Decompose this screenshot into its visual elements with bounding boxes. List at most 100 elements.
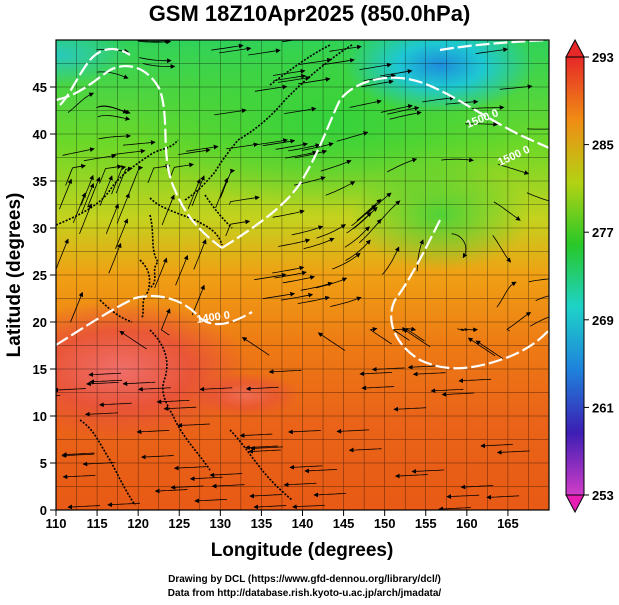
streamline (214, 108, 247, 116)
streamline (359, 371, 393, 377)
streamline (62, 474, 96, 480)
streamline (528, 278, 549, 283)
colorbar-gradient (565, 56, 585, 496)
x-tick-label: 165 (497, 516, 519, 531)
streamline (137, 40, 170, 44)
streamline (65, 164, 86, 186)
streamline (249, 493, 283, 499)
colorbar-bottom-triangle (565, 494, 585, 514)
streamline (320, 159, 352, 172)
streamline (56, 238, 69, 270)
streamline (289, 464, 323, 470)
streamline (81, 182, 95, 214)
y-tick-label: 10 (33, 409, 47, 424)
streamline (529, 316, 549, 327)
streamline (280, 292, 314, 301)
streamline (96, 105, 128, 114)
streamline (330, 296, 362, 307)
streamline (160, 308, 171, 336)
contour-label-3: 1400 0 (196, 309, 231, 326)
streamline (88, 372, 122, 377)
streamline (107, 502, 141, 508)
streamline (380, 104, 413, 113)
streamline (465, 121, 499, 127)
streamline (105, 203, 119, 235)
streamline (458, 378, 492, 384)
streamline (211, 483, 245, 489)
y-tick-label: 0 (40, 503, 47, 518)
streamline (67, 504, 101, 510)
streamline (72, 192, 86, 223)
streamline (336, 428, 370, 434)
streamline (229, 195, 260, 205)
streamline (387, 157, 418, 173)
streamline (254, 84, 288, 92)
streamline (140, 454, 174, 460)
streamline (497, 163, 530, 175)
streamline (441, 391, 475, 397)
streamline (136, 429, 170, 435)
streamline (97, 115, 131, 121)
streamline (349, 99, 382, 108)
streamline (99, 402, 132, 408)
streamline (123, 140, 156, 146)
streamline (361, 79, 394, 88)
longitude-ticks: 110 115 120 125 130 135 140 145 150 155 160 165 (46, 510, 519, 531)
streamline (122, 381, 156, 386)
streamline (471, 105, 505, 110)
streamline (87, 176, 101, 208)
streamline (348, 447, 382, 453)
streamline (96, 71, 129, 79)
streamline (138, 40, 172, 45)
y-tick-label: 35 (33, 174, 47, 189)
streamline (191, 284, 205, 316)
streamline (189, 476, 223, 482)
y-tick-label: 25 (33, 268, 47, 283)
streamline (62, 147, 95, 156)
streamline (282, 40, 297, 43)
x-tick-label: 155 (415, 516, 437, 531)
streamline (170, 484, 204, 490)
streamline (177, 422, 211, 428)
streamline (147, 163, 171, 184)
streamline (84, 411, 118, 417)
streamline (89, 379, 123, 385)
streamline (285, 150, 318, 159)
streamline (239, 433, 273, 438)
streamline (292, 504, 325, 510)
y-tick-label: 30 (33, 221, 47, 236)
streamline (215, 177, 229, 209)
streamline (112, 148, 146, 156)
y-tick-label: 40 (33, 127, 47, 142)
colorbar-top-triangle (565, 38, 585, 58)
x-tick-label: 160 (456, 516, 478, 531)
x-tick-label: 140 (292, 516, 314, 531)
streamline (178, 148, 211, 155)
streamline (446, 494, 480, 499)
streamline (199, 386, 233, 392)
streamline (272, 209, 305, 218)
streamline (486, 494, 520, 500)
streamline (98, 133, 132, 140)
streamline (274, 270, 307, 279)
y-tick-label: 20 (33, 315, 47, 330)
streamline (304, 468, 338, 474)
streamline (407, 364, 441, 370)
streamline (422, 95, 455, 103)
streamline (492, 235, 512, 263)
streamline (175, 254, 189, 286)
streamline (61, 453, 95, 458)
streamline (248, 48, 281, 56)
streamline (83, 153, 117, 162)
streamline (108, 242, 122, 274)
streamline (254, 272, 287, 281)
streamline (154, 488, 188, 494)
streamline (416, 239, 424, 272)
streamline (225, 219, 251, 237)
streamline (467, 337, 496, 357)
streamline (351, 204, 377, 227)
streamline (262, 138, 296, 147)
streamline (380, 69, 413, 77)
streamline (272, 68, 306, 76)
streamline (245, 386, 279, 392)
